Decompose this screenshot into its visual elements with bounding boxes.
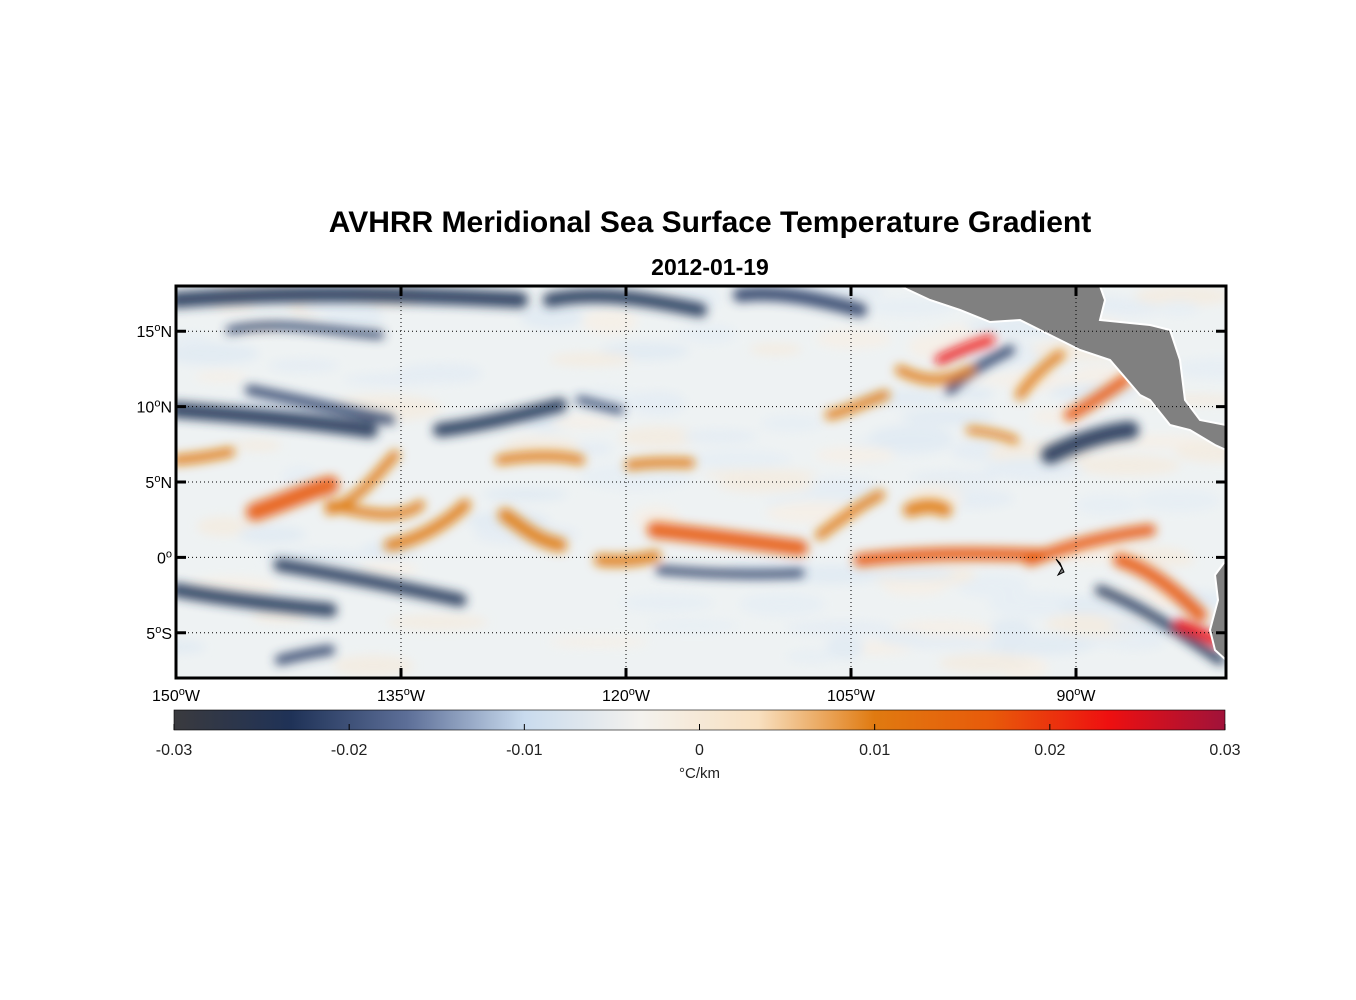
colorbar-tick-label: 0.03 xyxy=(1209,742,1240,759)
tick-label: 90oW xyxy=(1056,686,1096,705)
tick-label: 135oW xyxy=(377,686,426,705)
colorbar-tick-label: 0.02 xyxy=(1034,742,1065,759)
colorbar-units: °C/km xyxy=(679,765,720,782)
tick-label: 5oS xyxy=(146,624,172,643)
tick-label: 15oN xyxy=(137,322,172,341)
south-america-land xyxy=(1208,558,1226,662)
colorbar-tick-label: 0 xyxy=(695,742,704,759)
tick-label: 150oW xyxy=(152,686,201,705)
colorbar: -0.03 -0.02 -0.01 0 0.01 0.02 0.03 °C/km xyxy=(156,709,1241,782)
central-america-land xyxy=(899,286,1226,452)
map-title: AVHRR Meridional Sea Surface Temperature… xyxy=(328,206,1092,239)
tick-label: 5oN xyxy=(145,473,172,492)
map-area xyxy=(176,286,1226,678)
colorbar-tick-label: 0.01 xyxy=(859,742,890,759)
map-date: 2012-01-19 xyxy=(651,254,769,280)
colorbar-tick-label: -0.01 xyxy=(506,742,543,759)
colorbar-tick-label: -0.02 xyxy=(331,742,368,759)
tick-label: 105oW xyxy=(827,686,876,705)
galapagos-islands xyxy=(1055,558,1065,577)
colorbar-tick-label: -0.03 xyxy=(156,742,193,759)
tick-label: 10oN xyxy=(137,398,172,417)
tick-label: 0o xyxy=(157,548,172,567)
axis-ticks: 150oW 135oW 120oW 105oW 90oW 15oN 10oN 5oN 0o 5oS xyxy=(137,286,1226,705)
tick-label: 120oW xyxy=(602,686,651,705)
